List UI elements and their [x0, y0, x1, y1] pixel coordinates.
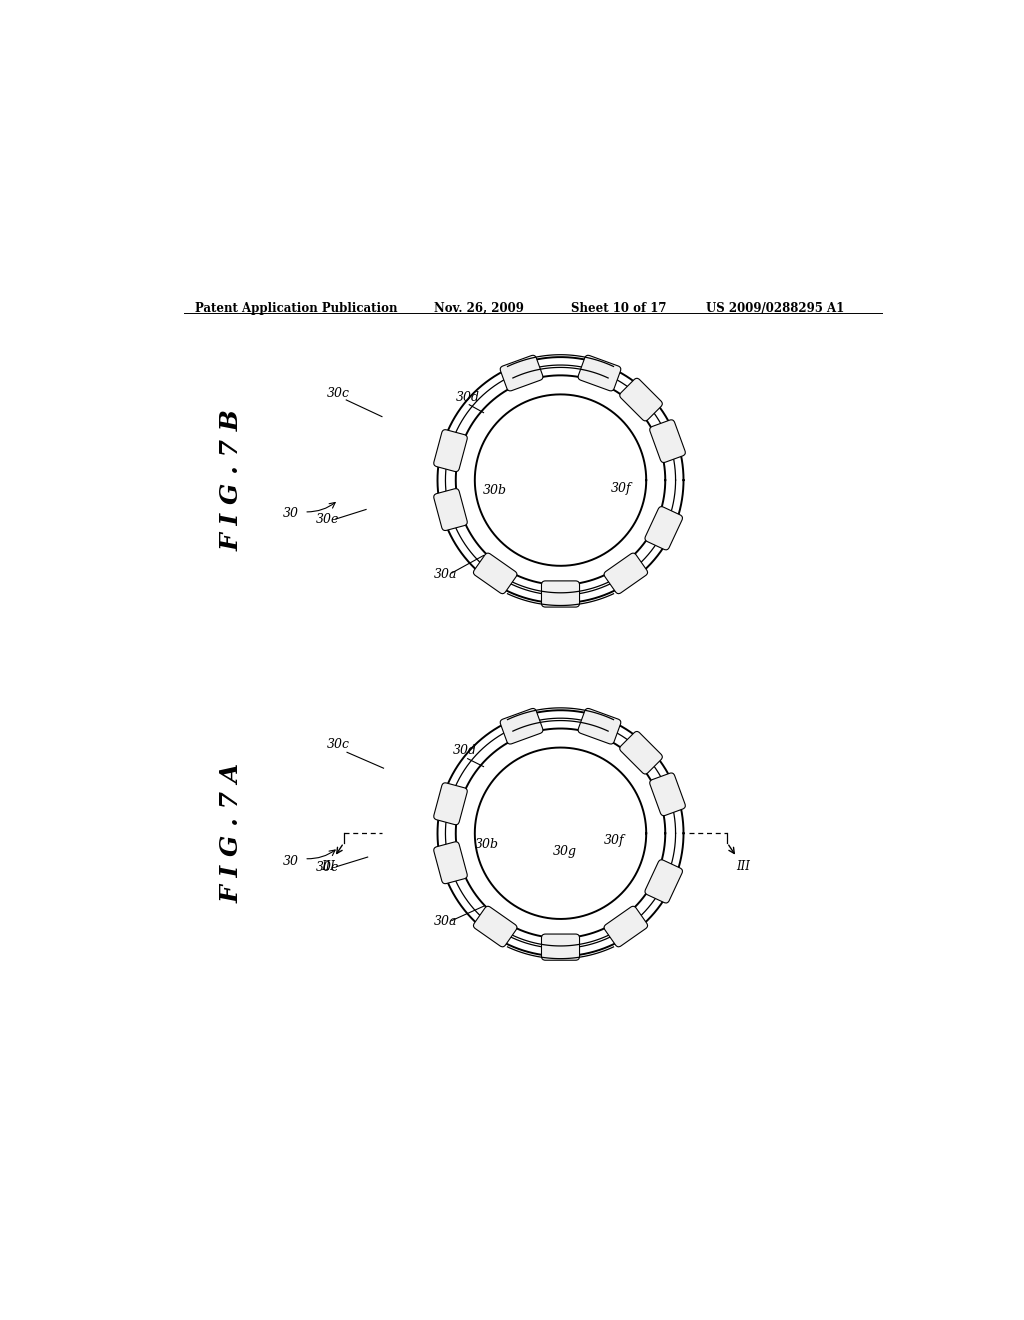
FancyBboxPatch shape — [604, 553, 647, 594]
FancyBboxPatch shape — [645, 507, 682, 550]
Text: Patent Application Publication: Patent Application Publication — [196, 301, 398, 314]
FancyBboxPatch shape — [645, 859, 682, 903]
Text: 30: 30 — [283, 855, 299, 869]
FancyBboxPatch shape — [579, 709, 621, 744]
Text: 30g: 30g — [553, 845, 577, 858]
FancyBboxPatch shape — [434, 430, 467, 471]
Text: Nov. 26, 2009: Nov. 26, 2009 — [433, 301, 523, 314]
FancyBboxPatch shape — [434, 783, 467, 825]
Text: 30d: 30d — [454, 744, 477, 756]
Text: 30f: 30f — [611, 482, 632, 495]
Text: 30c: 30c — [327, 738, 350, 751]
Text: 30: 30 — [283, 507, 299, 520]
FancyBboxPatch shape — [649, 420, 685, 462]
FancyBboxPatch shape — [500, 355, 543, 391]
Text: 30c: 30c — [327, 387, 350, 400]
FancyBboxPatch shape — [620, 379, 663, 421]
FancyBboxPatch shape — [500, 709, 543, 744]
Text: III: III — [736, 861, 750, 873]
Text: 30a: 30a — [434, 915, 457, 928]
FancyBboxPatch shape — [620, 731, 663, 774]
Text: 30a: 30a — [434, 568, 457, 581]
Text: 30d: 30d — [456, 391, 479, 404]
Text: III: III — [322, 861, 335, 873]
FancyBboxPatch shape — [579, 355, 621, 391]
FancyBboxPatch shape — [434, 842, 467, 883]
Text: 30b: 30b — [475, 838, 499, 850]
Text: US 2009/0288295 A1: US 2009/0288295 A1 — [706, 301, 844, 314]
Text: 30e: 30e — [316, 862, 340, 874]
FancyBboxPatch shape — [434, 488, 467, 531]
FancyBboxPatch shape — [542, 935, 580, 960]
Text: Sheet 10 of 17: Sheet 10 of 17 — [570, 301, 667, 314]
Text: F I G . 7 A: F I G . 7 A — [219, 763, 243, 903]
Text: 30b: 30b — [482, 484, 507, 498]
Text: 30e: 30e — [316, 513, 340, 525]
FancyBboxPatch shape — [473, 553, 517, 594]
FancyBboxPatch shape — [604, 907, 647, 946]
Text: 30f: 30f — [603, 834, 624, 847]
Text: F I G . 7 B: F I G . 7 B — [219, 409, 243, 550]
FancyBboxPatch shape — [542, 581, 580, 607]
FancyBboxPatch shape — [649, 774, 685, 816]
FancyBboxPatch shape — [473, 907, 517, 946]
